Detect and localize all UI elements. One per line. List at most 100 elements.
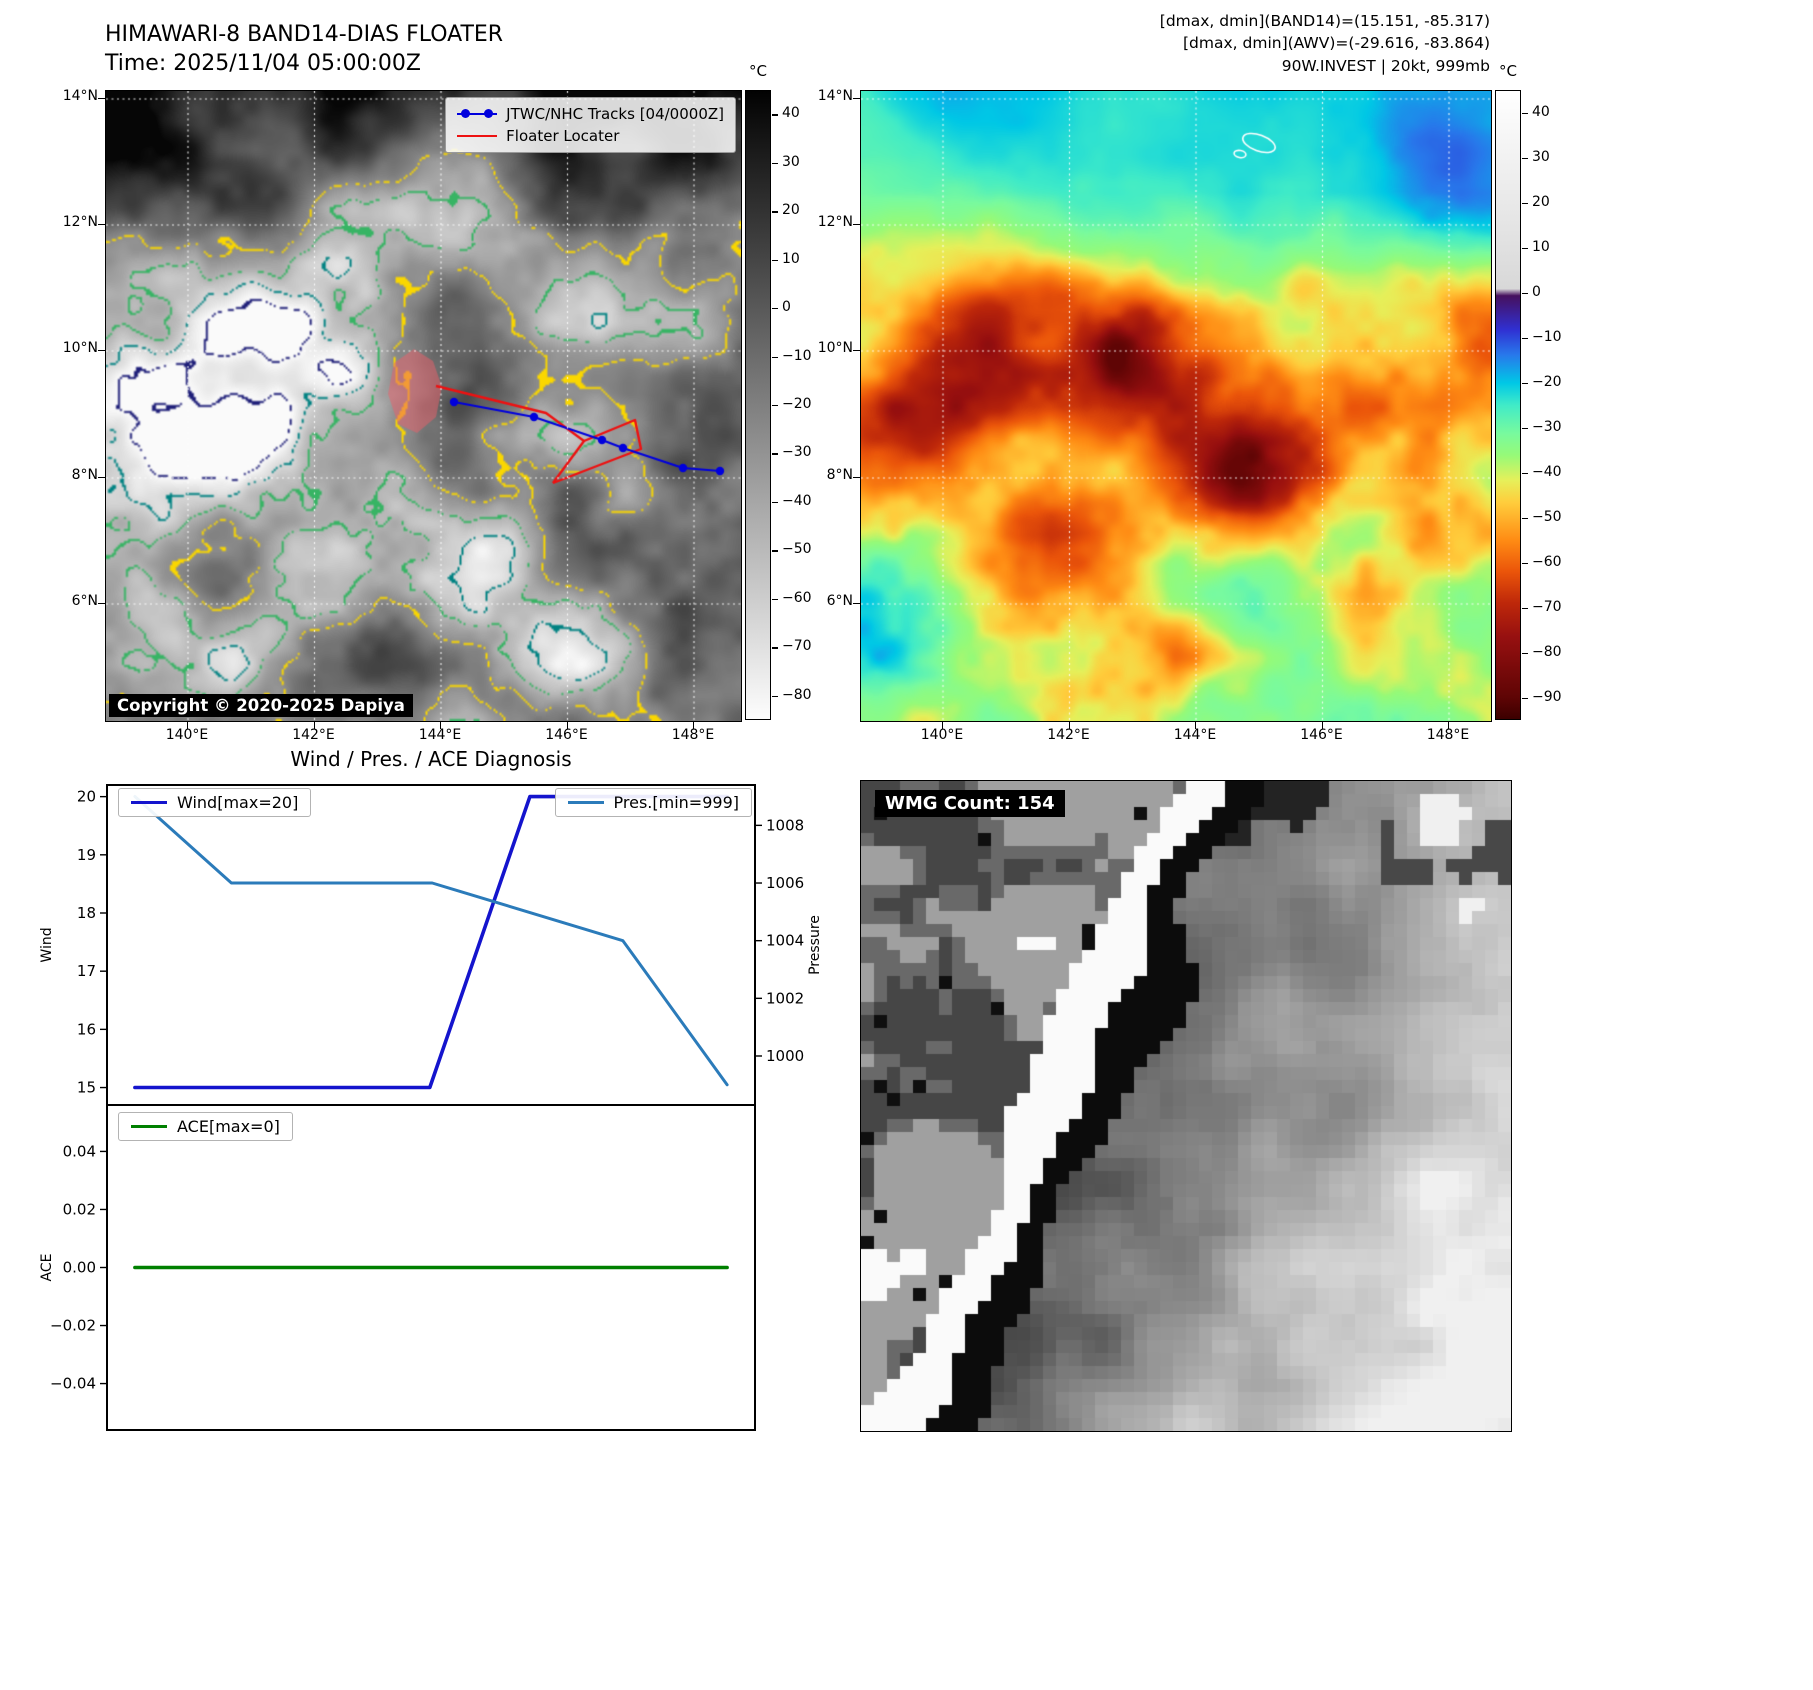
dmax-dmin-awv-text: [dmax, dmin](AWV)=(-29.616, -83.864) — [1183, 34, 1490, 53]
lon-tick-label: 144°E — [418, 727, 462, 743]
colorbar-tick-label: −40 — [1532, 463, 1562, 480]
pressure-legend: Pres.[min=999] — [554, 788, 752, 817]
lat-tick-label: 6°N — [71, 593, 98, 609]
pressure-legend-line-sample — [567, 801, 604, 804]
wind-legend: Wind[max=20] — [118, 788, 312, 817]
chart-frame — [106, 784, 756, 1106]
colorbar-tick-label: 20 — [782, 202, 800, 219]
lon-tick-mark — [1321, 722, 1323, 729]
y-tick-label: 15 — [77, 1079, 96, 1097]
colorbar-tick-mark — [1522, 292, 1528, 294]
colorbar-tick-label: 20 — [1532, 193, 1550, 210]
wmg-pixel-image — [861, 781, 1511, 1431]
colorbar-tick-label: 30 — [1532, 148, 1550, 165]
lat-tick-mark — [853, 477, 860, 479]
wind-legend-line-sample — [131, 801, 167, 804]
colorbar-tick-label: 10 — [1532, 238, 1550, 255]
colorbar-tick-mark — [1522, 517, 1528, 519]
y-tick-label: 18 — [77, 904, 96, 922]
colorbar-tick-label: −70 — [1532, 598, 1562, 615]
colorbar-tick-label: −10 — [1532, 328, 1562, 345]
awv-panel-header: [dmax, dmin](BAND14)=(15.151, -85.317) [… — [1160, 10, 1490, 77]
band14-colorbar — [745, 90, 771, 720]
y-tick-label: 0.04 — [63, 1142, 96, 1160]
colorbar-tick-label: −70 — [782, 638, 812, 655]
colorbar-tick-mark — [772, 211, 778, 213]
lat-tick-mark — [98, 98, 105, 100]
y-tick-label: 0.02 — [63, 1200, 96, 1218]
y-tick-label: 16 — [77, 1020, 96, 1038]
copyright-label: Copyright © 2020-2025 Dapiya — [109, 694, 413, 717]
colorbar-tick-label: −50 — [782, 541, 812, 558]
legend-line-sample — [457, 135, 498, 137]
lon-tick-mark — [1195, 722, 1197, 729]
colorbar-tick-label: −90 — [1532, 688, 1562, 705]
lat-tick-mark — [853, 603, 860, 605]
colorbar-tick-mark — [1522, 202, 1528, 204]
axis-label: Wind — [40, 927, 55, 962]
lat-tick-mark — [853, 98, 860, 100]
lon-tick-label: 140°E — [920, 727, 964, 743]
colorbar-tick-label: −30 — [1532, 418, 1562, 435]
colorbar-tick-mark — [1522, 607, 1528, 609]
lat-tick-label: 12°N — [817, 214, 853, 230]
lon-tick-mark — [693, 722, 695, 729]
legend-line-sample — [457, 109, 498, 118]
colorbar-tick-label: 0 — [1532, 283, 1541, 300]
lat-tick-mark — [98, 224, 105, 226]
ace-chart: 0.04 0.02 0.00 −0.02 −0.04 ACE — [40, 1104, 756, 1431]
y-tick-label: −0.02 — [50, 1317, 96, 1335]
legend-marker-dot — [484, 109, 494, 118]
y-tick-label: 1008 — [766, 816, 804, 834]
colorbar-tick-label: −60 — [782, 589, 812, 606]
y-tick-label: 19 — [77, 846, 96, 864]
colorbar-tick-label: −80 — [1532, 643, 1562, 660]
lat-tick-label: 14°N — [62, 88, 98, 104]
track-legend-item: JTWC/NHC Tracks [04/0000Z] — [457, 103, 724, 125]
lon-tick-label: 142°E — [292, 727, 335, 743]
colorbar-tick-mark — [1522, 382, 1528, 384]
lon-tick-mark — [1448, 722, 1450, 729]
colorbar-tick-mark — [772, 453, 778, 455]
y-tick-label: 1006 — [766, 874, 804, 892]
colorbar-tick-label: 0 — [782, 299, 791, 316]
colorbar-tick-label: −30 — [782, 444, 812, 461]
lon-tick-label: 142°E — [1047, 727, 1090, 743]
legend-marker-dot — [461, 109, 471, 118]
wmg-panel: WMG Count: 154 — [860, 780, 1512, 1432]
colorbar-tick-label: 40 — [782, 105, 800, 122]
y-tick-label: −0.04 — [50, 1375, 96, 1393]
wmg-count-badge: WMG Count: 154 — [875, 790, 1065, 817]
colorbar-tick-mark — [772, 647, 778, 649]
y-tick-label: 1002 — [766, 989, 804, 1007]
colorbar-tick-mark — [772, 550, 778, 552]
invest-info-text: 90W.INVEST | 20kt, 999mb — [1281, 56, 1490, 75]
lat-tick-label: 10°N — [817, 340, 853, 356]
lon-tick-mark — [942, 722, 944, 729]
pressure-legend-label: Pres.[min=999] — [613, 793, 739, 812]
band14-panel-title: HIMAWARI-8 BAND14-DIAS FLOATER Time: 202… — [105, 20, 503, 79]
colorbar-tick-mark — [1522, 652, 1528, 654]
legend-item-label: Floater Locater — [506, 127, 620, 145]
band14-map-panel: JTWC/NHC Tracks [04/0000Z] Floater Locate… — [105, 90, 742, 722]
chart-frame — [106, 1104, 756, 1431]
colorbar-tick-mark — [772, 162, 778, 165]
awv-satellite-image — [861, 91, 1491, 721]
series-line — [133, 795, 729, 1087]
lat-tick-mark — [98, 603, 105, 605]
colorbar-tick-mark — [1522, 697, 1528, 699]
lat-tick-label: 8°N — [71, 467, 98, 483]
lon-tick-label: 146°E — [1300, 727, 1343, 743]
lat-tick-mark — [98, 477, 105, 479]
colorbar-tick-mark — [1522, 157, 1528, 159]
colorbar-tick-mark — [1522, 427, 1528, 429]
lat-tick-mark — [853, 224, 860, 226]
awv-colorbar — [1495, 90, 1521, 720]
colorbar-tick-mark — [772, 598, 778, 601]
y-tick-label: 1004 — [766, 932, 804, 950]
lat-tick-label: 10°N — [62, 340, 98, 356]
lon-tick-label: 148°E — [671, 727, 715, 743]
diagnosis-chart-title: Wind / Pres. / ACE Diagnosis — [290, 747, 572, 771]
colorbar-tick-label: 40 — [1532, 103, 1550, 120]
